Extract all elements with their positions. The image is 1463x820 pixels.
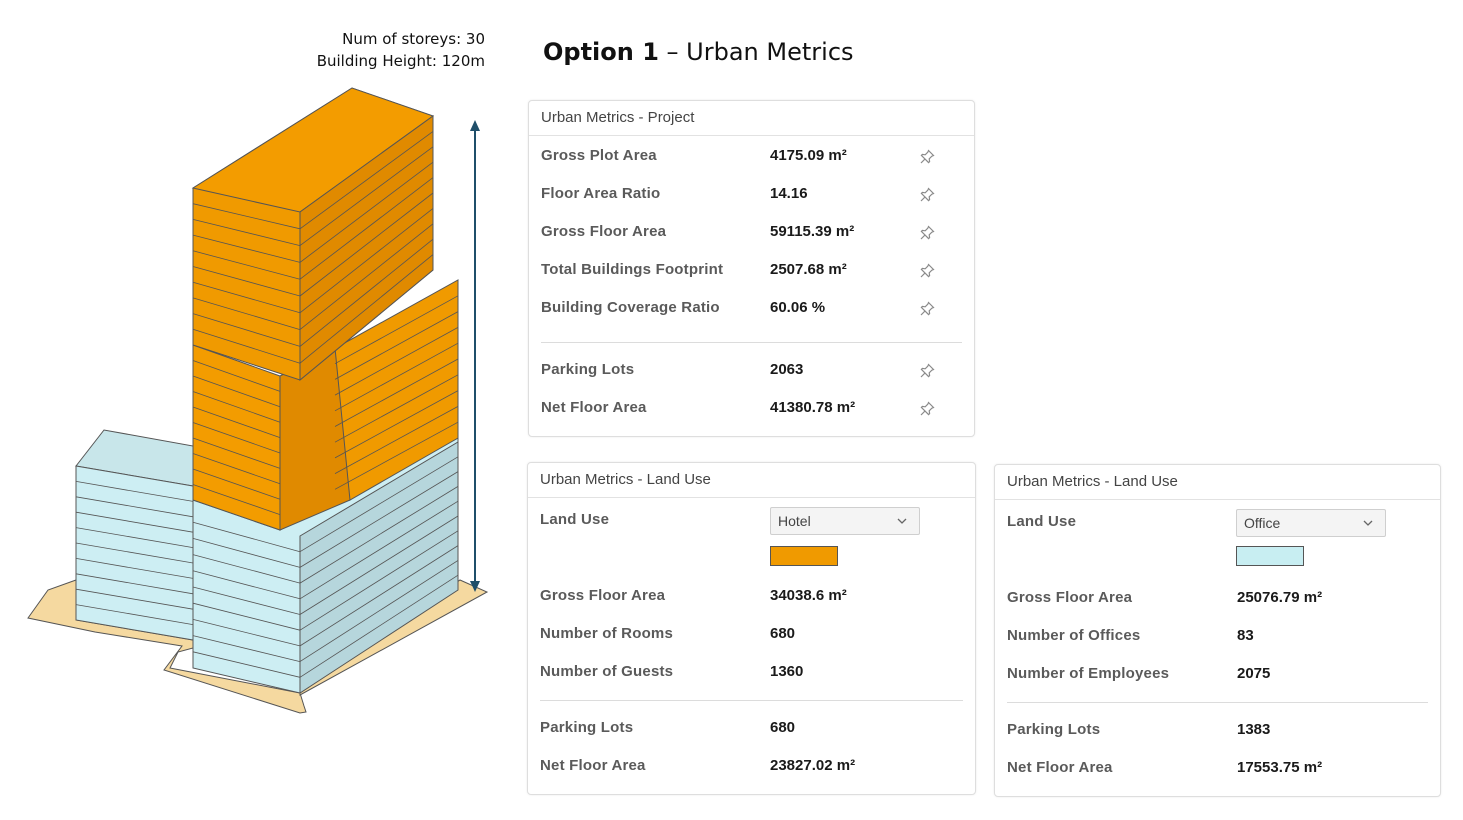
building-illustration: Num of storeys: 30 Building Height: 120m	[0, 0, 520, 820]
hotel-row-value: 680	[770, 719, 796, 736]
office-row-value: 25076.79 m²	[1237, 589, 1323, 606]
pin-icon[interactable]	[918, 300, 936, 318]
project-row: Gross Floor Area 59115.39 m²	[541, 223, 962, 243]
project-row-value: 2063	[770, 361, 804, 378]
office-row-value: 2075	[1237, 665, 1271, 682]
office-landuse-select[interactable]: Office	[1236, 509, 1386, 537]
office-row: Number of Employees 2075	[1007, 665, 1428, 685]
hotel-row-label: Number of Guests	[540, 663, 674, 680]
hotel-landuse-panel: Urban Metrics - Land Use Land Use Hotel …	[527, 462, 976, 795]
office-row-value: 83	[1237, 627, 1254, 644]
hotel-row-label: Gross Floor Area	[540, 587, 666, 604]
project-row-label: Net Floor Area	[541, 399, 647, 416]
office-landuse-panel: Urban Metrics - Land Use Land Use Office…	[994, 464, 1441, 797]
pin-icon[interactable]	[918, 186, 936, 204]
office-row-label: Net Floor Area	[1007, 759, 1113, 776]
page-title: Option 1 – Urban Metrics	[543, 38, 854, 66]
hotel-row: Net Floor Area 23827.02 m²	[540, 757, 963, 777]
hotel-landuse-select-value: Hotel	[778, 513, 811, 529]
page-title-option: Option 1	[543, 38, 659, 66]
height-dimension-arrow	[470, 120, 480, 592]
project-panel-header: Urban Metrics - Project	[529, 101, 974, 136]
page-title-rest: – Urban Metrics	[658, 38, 854, 66]
hotel-landuse-select[interactable]: Hotel	[770, 507, 920, 535]
office-panel-header: Urban Metrics - Land Use	[995, 465, 1440, 500]
office-row-label: Number of Offices	[1007, 627, 1141, 644]
office-row-label: Parking Lots	[1007, 721, 1101, 738]
project-row-label: Gross Plot Area	[541, 147, 657, 164]
pin-icon[interactable]	[918, 400, 936, 418]
project-row-value: 59115.39 m²	[770, 223, 855, 240]
project-row: Parking Lots 2063	[541, 361, 962, 381]
hotel-tower-upper	[191, 87, 435, 382]
project-row: Gross Plot Area 4175.09 m²	[541, 147, 962, 167]
office-block-left	[75, 429, 194, 641]
office-row-value: 1383	[1237, 721, 1271, 738]
building-height-label: Building Height: 120m	[316, 52, 485, 70]
hotel-row-value: 680	[770, 625, 796, 642]
project-row-value: 2507.68 m²	[770, 261, 847, 278]
project-row-label: Parking Lots	[541, 361, 635, 378]
project-row-value: 41380.78 m²	[770, 399, 856, 416]
hotel-row-value: 23827.02 m²	[770, 757, 856, 774]
hotel-panel-header: Urban Metrics - Land Use	[528, 463, 975, 498]
chevron-down-icon	[1363, 520, 1373, 526]
project-row-label: Floor Area Ratio	[541, 185, 661, 202]
storeys-label: Num of storeys: 30	[342, 30, 485, 48]
hotel-row: Gross Floor Area 34038.6 m²	[540, 587, 963, 607]
project-row: Building Coverage Ratio 60.06 %	[541, 299, 962, 319]
office-landuse-select-value: Office	[1244, 515, 1281, 531]
hotel-row-value: 1360	[770, 663, 804, 680]
pin-icon[interactable]	[918, 148, 936, 166]
building-massing-drawing	[27, 87, 489, 714]
project-row-label: Gross Floor Area	[541, 223, 667, 240]
project-row-label: Building Coverage Ratio	[541, 299, 720, 316]
project-row: Net Floor Area 41380.78 m²	[541, 399, 962, 419]
hotel-row-label: Net Floor Area	[540, 757, 646, 774]
office-landuse-label: Land Use	[1007, 513, 1077, 530]
hotel-row: Parking Lots 680	[540, 719, 963, 739]
office-color-swatch[interactable]	[1236, 546, 1304, 566]
office-row: Gross Floor Area 25076.79 m²	[1007, 589, 1428, 609]
office-row: Net Floor Area 17553.75 m²	[1007, 759, 1428, 779]
pin-icon[interactable]	[918, 262, 936, 280]
hotel-row-value: 34038.6 m²	[770, 587, 847, 604]
project-row: Total Buildings Footprint 2507.68 m²	[541, 261, 962, 281]
pin-icon[interactable]	[918, 224, 936, 242]
office-row-label: Gross Floor Area	[1007, 589, 1133, 606]
office-row-value: 17553.75 m²	[1237, 759, 1323, 776]
hotel-row-label: Number of Rooms	[540, 625, 674, 642]
hotel-row: Number of Rooms 680	[540, 625, 963, 645]
hotel-landuse-label: Land Use	[540, 511, 610, 528]
project-row-value: 60.06 %	[770, 299, 826, 316]
office-block-right	[192, 437, 459, 694]
project-divider	[541, 342, 962, 343]
hotel-divider	[540, 700, 963, 701]
hotel-color-swatch[interactable]	[770, 546, 838, 566]
project-row: Floor Area Ratio 14.16	[541, 185, 962, 205]
hotel-row-label: Parking Lots	[540, 719, 634, 736]
chevron-down-icon	[897, 518, 907, 524]
hotel-row: Number of Guests 1360	[540, 663, 963, 683]
project-metrics-panel: Urban Metrics - Project Gross Plot Area 4…	[528, 100, 975, 437]
office-row: Parking Lots 1383	[1007, 721, 1428, 741]
project-row-value: 4175.09 m²	[770, 147, 847, 164]
project-row-value: 14.16	[770, 185, 808, 202]
hotel-tower-lower	[192, 279, 459, 531]
project-row-label: Total Buildings Footprint	[541, 261, 724, 278]
pin-icon[interactable]	[918, 362, 936, 380]
office-divider	[1007, 702, 1428, 703]
office-landuse-row: Land Use	[1007, 513, 1428, 533]
hotel-landuse-row: Land Use	[540, 511, 963, 531]
office-row-label: Number of Employees	[1007, 665, 1170, 682]
office-row: Number of Offices 83	[1007, 627, 1428, 647]
